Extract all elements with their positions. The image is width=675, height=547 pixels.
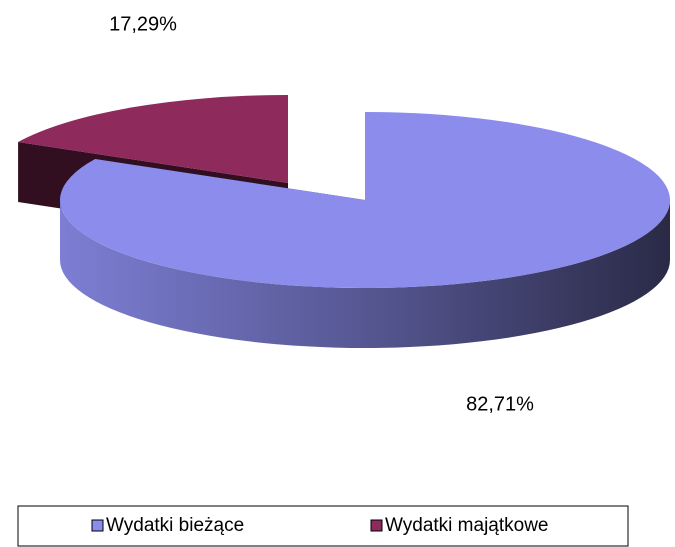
legend-swatch (370, 519, 383, 532)
value-label: 17,29% (109, 13, 177, 35)
labels: 82,71% 17,29% (109, 13, 534, 415)
legend-box (17, 505, 629, 547)
slice (18, 95, 289, 183)
legend-swatch (91, 519, 104, 532)
value-label: 82,71% (466, 393, 534, 415)
slice (59, 112, 670, 288)
legend-label: Wydatki bieżące (106, 515, 244, 536)
legend-label: Wydatki majątkowe (385, 515, 549, 536)
legend: Wydatki bieżące Wydatki majątkowe (17, 505, 629, 547)
slice-side (60, 200, 670, 348)
pie (18, 95, 670, 348)
